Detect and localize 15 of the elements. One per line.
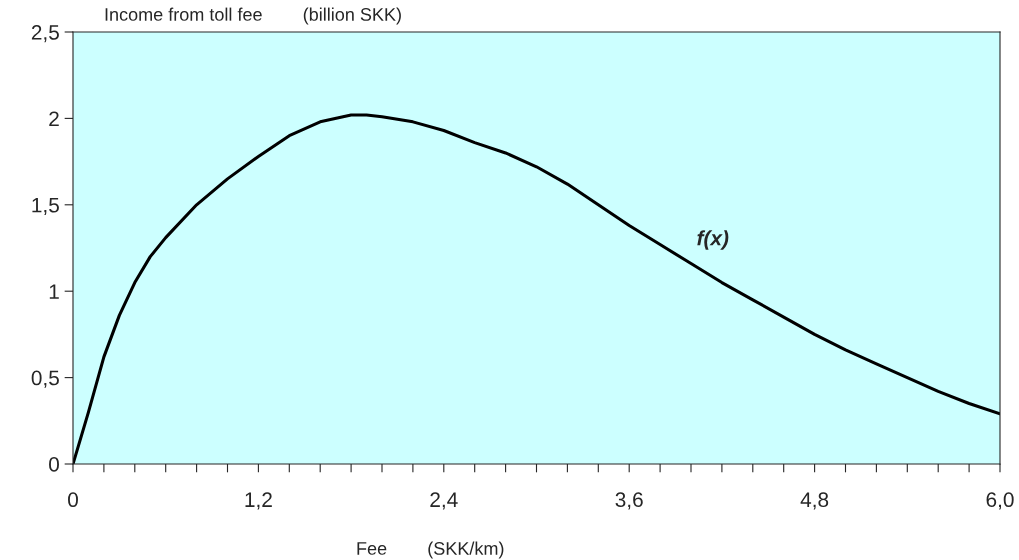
x-tick-label: 2,4 [430, 492, 458, 510]
y-tick-label: 1,5 [32, 198, 59, 216]
x-tick-label: 0 [68, 492, 78, 508]
series-label: f(x) [697, 230, 729, 250]
y-tick-label: 2 [49, 111, 59, 126]
y-tick-label: 1 [49, 284, 59, 299]
x-tick-label: 3,6 [615, 492, 643, 510]
y-tick-label: 2,5 [31, 25, 59, 43]
x-tick-label: 4,8 [800, 492, 829, 510]
y-tick-label: 0,5 [31, 370, 59, 388]
x-tick-label: 6,0 [986, 492, 1014, 510]
x-tick-label: 1,2 [245, 492, 272, 510]
y-tick-label: 0 [49, 457, 59, 472]
y-axis-title: Income from toll fee (billion SKK) [105, 7, 401, 25]
x-axis-title: Fee (SKK/km) [357, 541, 504, 559]
